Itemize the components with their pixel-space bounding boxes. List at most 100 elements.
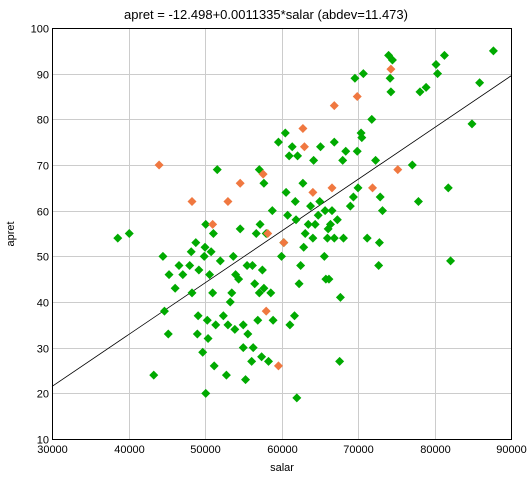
x-axis-label: salar <box>270 462 294 474</box>
data-point-green <box>251 229 261 238</box>
data-point-green <box>291 215 301 225</box>
data-point-orange <box>263 229 273 238</box>
data-point-green <box>164 270 174 280</box>
data-point-green <box>303 219 313 229</box>
data-point-green <box>319 251 329 261</box>
y-tick-label: 60 <box>37 207 49 219</box>
data-point-green <box>187 288 197 298</box>
data-point-green <box>273 137 283 147</box>
data-point-green <box>371 155 381 165</box>
data-point-orange <box>327 183 337 193</box>
data-point-green <box>192 329 202 339</box>
data-point-green <box>191 238 201 248</box>
data-point-green <box>113 233 123 243</box>
data-point-orange <box>308 187 318 197</box>
data-point-green <box>352 146 362 156</box>
data-point-green <box>247 260 257 270</box>
data-point-green <box>374 238 384 248</box>
data-point-green <box>178 270 188 280</box>
data-point-orange <box>279 238 289 248</box>
data-point-green <box>292 393 302 403</box>
y-tick-label: 30 <box>37 344 49 356</box>
chart-title: apret = -12.498+0.0011335*salar (abdev=1… <box>124 7 408 22</box>
data-point-green <box>218 311 228 321</box>
data-point-green <box>268 315 278 325</box>
data-point-green <box>338 155 348 165</box>
data-point-green <box>174 260 184 270</box>
data-point-green <box>267 206 277 216</box>
data-point-green <box>287 142 297 152</box>
data-point-orange <box>187 197 197 207</box>
data-point-green <box>332 215 342 225</box>
data-point-green <box>377 206 387 216</box>
data-point-green <box>350 73 360 83</box>
y-tick-label: 50 <box>37 252 49 264</box>
data-point-green <box>290 311 300 321</box>
data-point-green <box>170 283 180 293</box>
data-point-green <box>475 78 485 88</box>
data-point-green <box>329 137 339 147</box>
data-point-green <box>208 229 218 238</box>
data-point-green <box>185 260 195 270</box>
data-point-green <box>324 274 334 284</box>
data-point-orange <box>386 64 396 74</box>
data-point-green <box>293 151 303 161</box>
data-point-green <box>198 347 208 357</box>
data-point-green <box>159 306 169 316</box>
data-point-orange <box>223 197 233 207</box>
x-tick-label: 80000 <box>420 444 451 456</box>
data-point-green <box>443 183 453 193</box>
data-point-green <box>248 343 258 353</box>
data-point-green <box>266 288 276 298</box>
x-tick-label: 30000 <box>37 444 68 456</box>
y-tick-label: 90 <box>37 70 49 82</box>
x-tick-label: 60000 <box>267 444 298 456</box>
data-point-green <box>296 260 306 270</box>
grid-lines <box>52 28 512 440</box>
data-point-green <box>467 119 477 129</box>
fit-line <box>51 75 512 387</box>
x-tick-label: 40000 <box>114 444 145 456</box>
data-point-green <box>201 388 211 398</box>
data-point-green <box>257 352 267 362</box>
y-tick-label: 80 <box>37 115 49 127</box>
data-point-green <box>201 219 211 229</box>
data-point-green <box>308 233 318 243</box>
data-point-green <box>325 219 335 229</box>
data-point-green <box>241 375 251 385</box>
data-point-green <box>348 192 358 202</box>
data-point-green <box>186 247 196 257</box>
data-point-green <box>149 370 159 380</box>
data-point-green <box>367 114 377 124</box>
data-point-green <box>299 242 309 252</box>
x-tick-label: 70000 <box>343 444 374 456</box>
data-point-orange <box>261 306 271 316</box>
data-point-green <box>257 265 267 275</box>
data-point-green <box>211 320 221 330</box>
data-point-green <box>315 197 325 207</box>
y-tick-label: 70 <box>37 161 49 173</box>
data-point-green <box>235 224 245 234</box>
data-point-green <box>242 260 252 270</box>
data-point-green <box>322 233 332 243</box>
data-point-orange <box>393 165 403 175</box>
data-point-green <box>446 256 456 266</box>
data-point-green <box>212 165 222 175</box>
data-point-green <box>203 334 213 344</box>
y-tick-label: 40 <box>37 298 49 310</box>
data-point-green <box>263 356 273 366</box>
data-point-green <box>230 324 240 334</box>
data-point-green <box>194 265 204 275</box>
data-point-green <box>234 274 244 284</box>
data-point-green <box>407 160 417 170</box>
data-point-green <box>316 142 326 152</box>
data-point-green <box>124 229 134 238</box>
tick-labels: 30000 40000 50000 60000 70000 80000 90000 10 20 3… <box>31 24 527 457</box>
x-tick-label: 50000 <box>190 444 221 456</box>
data-point-orange <box>352 92 362 101</box>
data-point-green <box>228 251 238 261</box>
data-point-green <box>309 155 319 165</box>
data-point-green <box>283 210 293 220</box>
data-point-green <box>345 201 355 211</box>
